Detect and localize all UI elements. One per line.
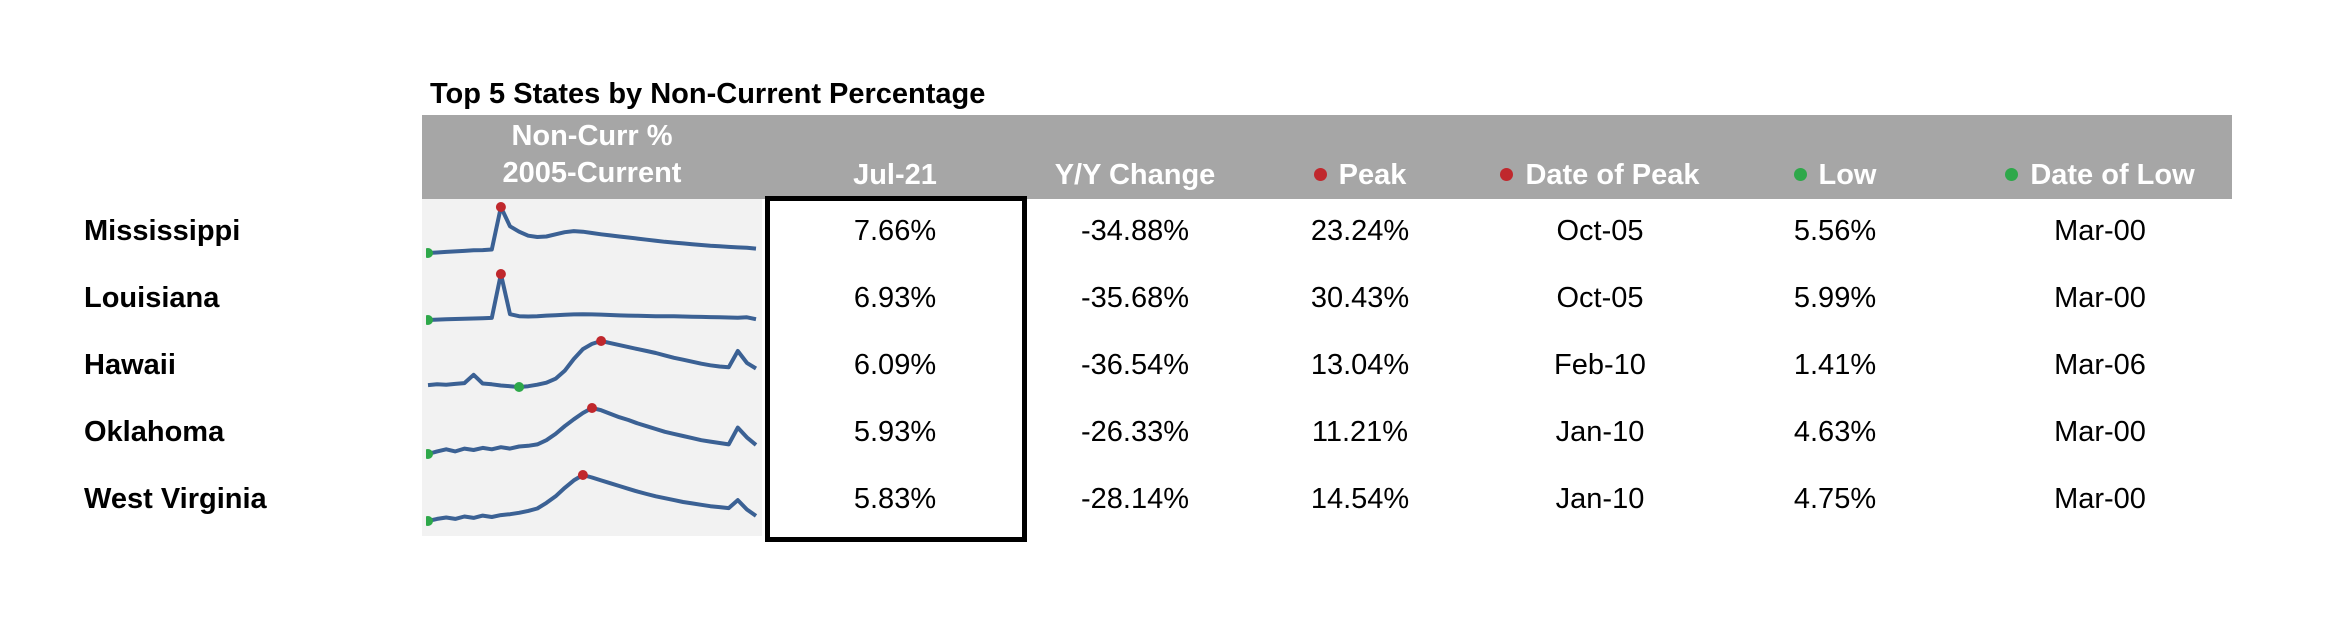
cell-current: 6.93% bbox=[853, 282, 937, 314]
header-low-label: Low bbox=[1818, 159, 1877, 191]
row-state-label: Hawaii bbox=[84, 349, 176, 381]
row-state-label: Louisiana bbox=[84, 282, 220, 314]
current-column-highlight bbox=[765, 196, 1027, 542]
sparkline-peak-point bbox=[596, 336, 607, 346]
header-current: Jul-21 bbox=[853, 159, 937, 191]
cell-low: 4.75% bbox=[1793, 483, 1877, 515]
sparkline-peak-point bbox=[495, 269, 506, 279]
cell-peak-date: Jan-10 bbox=[1555, 416, 1645, 448]
row-state-label: West Virginia bbox=[84, 483, 267, 515]
header-peak-date: Date of Peak bbox=[1460, 155, 1740, 195]
sparkline-peak-point bbox=[577, 470, 588, 480]
table-title: Top 5 States by Non-Current Percentage bbox=[430, 78, 986, 110]
sparkline bbox=[427, 336, 758, 392]
cell-peak: 13.04% bbox=[1310, 349, 1410, 381]
cell-peak-date: Jan-10 bbox=[1555, 483, 1645, 515]
header-peak-label: Peak bbox=[1338, 159, 1407, 191]
peak-dot-icon bbox=[1500, 167, 1514, 181]
cell-low-date: Mar-00 bbox=[2054, 282, 2146, 314]
cell-low-date: Mar-00 bbox=[2054, 416, 2146, 448]
cell-peak: 30.43% bbox=[1310, 282, 1410, 314]
cell-current: 6.09% bbox=[853, 349, 937, 381]
cell-low-date: Mar-06 bbox=[2054, 349, 2146, 381]
cell-peak-date: Oct-05 bbox=[1556, 282, 1644, 314]
sparkline-low-point bbox=[514, 382, 525, 392]
cell-peak: 14.54% bbox=[1310, 483, 1410, 515]
sparkline-peak-point bbox=[495, 202, 506, 212]
sparkline bbox=[426, 403, 758, 459]
cell-yoy-change: -35.68% bbox=[1080, 282, 1189, 314]
cell-peak: 23.24% bbox=[1310, 215, 1410, 247]
header-peak-date-label: Date of Peak bbox=[1525, 159, 1700, 191]
cell-low: 5.99% bbox=[1793, 282, 1877, 314]
low-dot-icon bbox=[2005, 167, 2019, 181]
sparkline-series-line bbox=[427, 205, 757, 255]
cell-low-date: Mar-00 bbox=[2054, 215, 2146, 247]
low-dot-icon bbox=[1793, 167, 1807, 181]
cell-peak: 11.21% bbox=[1311, 416, 1409, 448]
peak-dot-icon bbox=[1313, 167, 1327, 181]
sparkline-low-point bbox=[426, 315, 433, 325]
sparkline-series-line bbox=[427, 339, 758, 389]
row-state-label: Mississippi bbox=[84, 215, 241, 247]
sparkline bbox=[426, 202, 757, 258]
header-sparkline: Non-Curr % 2005-Current bbox=[422, 118, 762, 192]
sparkline-series-line bbox=[427, 272, 757, 322]
cell-yoy-change: -28.14% bbox=[1080, 483, 1189, 515]
cell-current: 7.66% bbox=[853, 215, 937, 247]
header-yoy-change: Y/Y Change bbox=[1054, 159, 1216, 191]
header-low: Low bbox=[1760, 155, 1910, 195]
header-sparkline-line2: 2005-Current bbox=[502, 157, 682, 189]
cell-peak-date: Oct-05 bbox=[1556, 215, 1644, 247]
cell-yoy-change: -36.54% bbox=[1080, 349, 1189, 381]
cell-low: 5.56% bbox=[1793, 215, 1877, 247]
sparkline-low-point bbox=[426, 449, 433, 459]
header-peak: Peak bbox=[1270, 155, 1450, 195]
sparkline-low-point bbox=[426, 248, 433, 258]
cell-current: 5.83% bbox=[853, 483, 937, 515]
sparkline-series-line bbox=[427, 473, 758, 523]
cell-low: 4.63% bbox=[1793, 416, 1877, 448]
header-bar bbox=[422, 115, 2232, 199]
cell-low: 1.41% bbox=[1793, 349, 1877, 381]
header-sparkline-line1: Non-Curr % bbox=[511, 120, 673, 152]
cell-yoy-change: -34.88% bbox=[1080, 215, 1189, 247]
sparkline-series-line bbox=[427, 406, 758, 456]
cell-yoy-change: -26.33% bbox=[1080, 416, 1189, 448]
sparkline-low-point bbox=[426, 516, 433, 526]
sparkline-column-background bbox=[422, 199, 762, 536]
sparkline-peak-point bbox=[587, 403, 597, 413]
cell-current: 5.93% bbox=[853, 416, 937, 448]
sparkline bbox=[426, 269, 757, 325]
row-state-label: Oklahoma bbox=[84, 416, 225, 448]
cell-low-date: Mar-00 bbox=[2054, 483, 2146, 515]
header-low-date-label: Date of Low bbox=[2030, 159, 2195, 191]
sparkline bbox=[426, 470, 758, 526]
header-low-date: Date of Low bbox=[1980, 155, 2220, 195]
cell-peak-date: Feb-10 bbox=[1554, 349, 1646, 381]
